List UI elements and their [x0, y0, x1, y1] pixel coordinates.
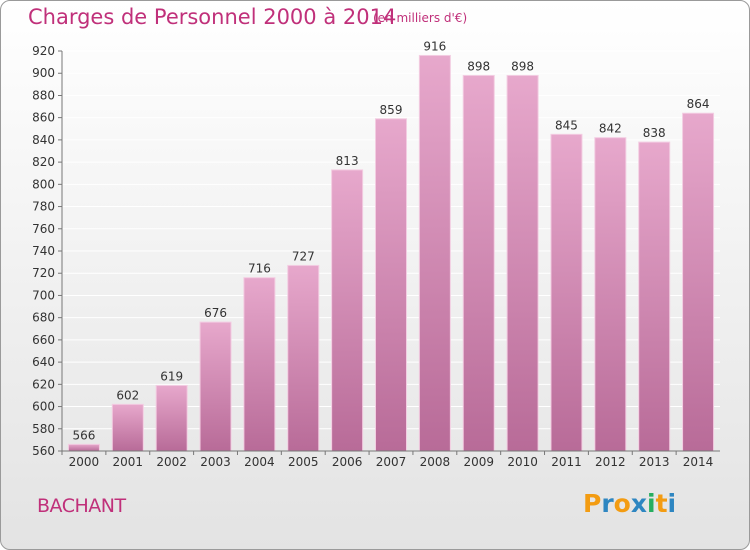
value-label: 716 — [248, 262, 271, 276]
value-label: 845 — [555, 118, 578, 132]
y-tick-label: 560 — [32, 444, 55, 458]
logo-letter: t — [655, 489, 668, 518]
y-tick-label: 700 — [32, 288, 55, 302]
bar-2004 — [243, 277, 276, 452]
y-tick-label: 720 — [32, 266, 55, 280]
value-label: 898 — [511, 59, 534, 73]
bar-2008 — [418, 54, 451, 452]
place-name: BACHANT — [37, 495, 126, 517]
x-tick-label: 2004 — [244, 455, 275, 469]
chart-unit: (en milliers d'€) — [373, 11, 468, 25]
y-tick-label: 920 — [32, 44, 55, 58]
x-tick-label: 2011 — [551, 455, 582, 469]
bar-2002 — [155, 384, 188, 452]
y-tick-label: 880 — [32, 88, 55, 102]
value-label: 864 — [687, 97, 710, 111]
bar-2006 — [331, 169, 364, 452]
logo-letter: x — [630, 489, 647, 518]
bar-2005 — [287, 264, 320, 452]
bar-2010 — [506, 74, 539, 452]
y-tick-label: 820 — [32, 155, 55, 169]
x-tick-label: 2007 — [376, 455, 407, 469]
bar-2011 — [550, 133, 583, 452]
y-tick-label: 680 — [32, 311, 55, 325]
x-tick-label: 2008 — [420, 455, 451, 469]
y-tick-label: 900 — [32, 66, 55, 80]
chart-title: Charges de Personnel 2000 à 2014 — [28, 5, 397, 29]
y-tick-label: 580 — [32, 422, 55, 436]
bar-2009 — [462, 74, 495, 452]
bar-2007 — [375, 118, 407, 452]
bar-2003 — [199, 321, 232, 452]
x-tick-label: 2013 — [639, 455, 670, 469]
y-tick-label: 860 — [32, 111, 55, 125]
logo-letter: r — [601, 489, 614, 518]
value-label: 842 — [599, 122, 622, 136]
y-tick-label: 780 — [32, 200, 55, 214]
logo-letter: P — [583, 489, 602, 518]
value-label: 916 — [423, 39, 446, 53]
bar-2001 — [111, 403, 144, 452]
bar-2012 — [594, 137, 627, 452]
y-tick-label: 800 — [32, 177, 55, 191]
logo-letter: i — [647, 489, 656, 518]
x-tick-label: 2014 — [683, 455, 714, 469]
x-tick-label: 2010 — [507, 455, 538, 469]
x-tick-label: 2009 — [463, 455, 494, 469]
value-label: 676 — [204, 306, 227, 320]
y-tick-label: 760 — [32, 222, 55, 236]
x-tick-label: 2000 — [69, 455, 100, 469]
logo-letter: i — [667, 489, 677, 518]
x-tick-label: 2003 — [200, 455, 231, 469]
x-tick-label: 2012 — [595, 455, 626, 469]
x-tick-label: 2006 — [332, 455, 363, 469]
value-label: 619 — [160, 369, 183, 383]
proxiti-logo: Proxiti — [583, 489, 676, 518]
value-label: 838 — [643, 126, 666, 140]
value-label: 813 — [336, 154, 359, 168]
y-tick-label: 840 — [32, 133, 55, 147]
y-tick-label: 620 — [32, 377, 55, 391]
y-tick-label: 640 — [32, 355, 55, 369]
x-tick-label: 2002 — [156, 455, 187, 469]
value-label: 727 — [292, 249, 315, 263]
value-label: 566 — [72, 428, 95, 442]
y-tick-label: 740 — [32, 244, 55, 258]
bars — [67, 54, 715, 452]
x-tick-label: 2005 — [288, 455, 319, 469]
bar-2000 — [67, 443, 100, 452]
value-label: 859 — [380, 103, 403, 117]
labels: 560 580 600 620 640 660 680 700 720 740 760 780 800 8… — [32, 39, 713, 469]
logo-letter: o — [613, 489, 631, 518]
x-tick-label: 2001 — [113, 455, 144, 469]
value-label: 602 — [116, 388, 139, 402]
y-tick-label: 600 — [32, 400, 55, 414]
y-tick-label: 660 — [32, 333, 55, 347]
axes — [58, 50, 720, 455]
bar-2013 — [638, 141, 671, 452]
bar-2014 — [682, 112, 715, 452]
value-label: 898 — [467, 59, 490, 73]
